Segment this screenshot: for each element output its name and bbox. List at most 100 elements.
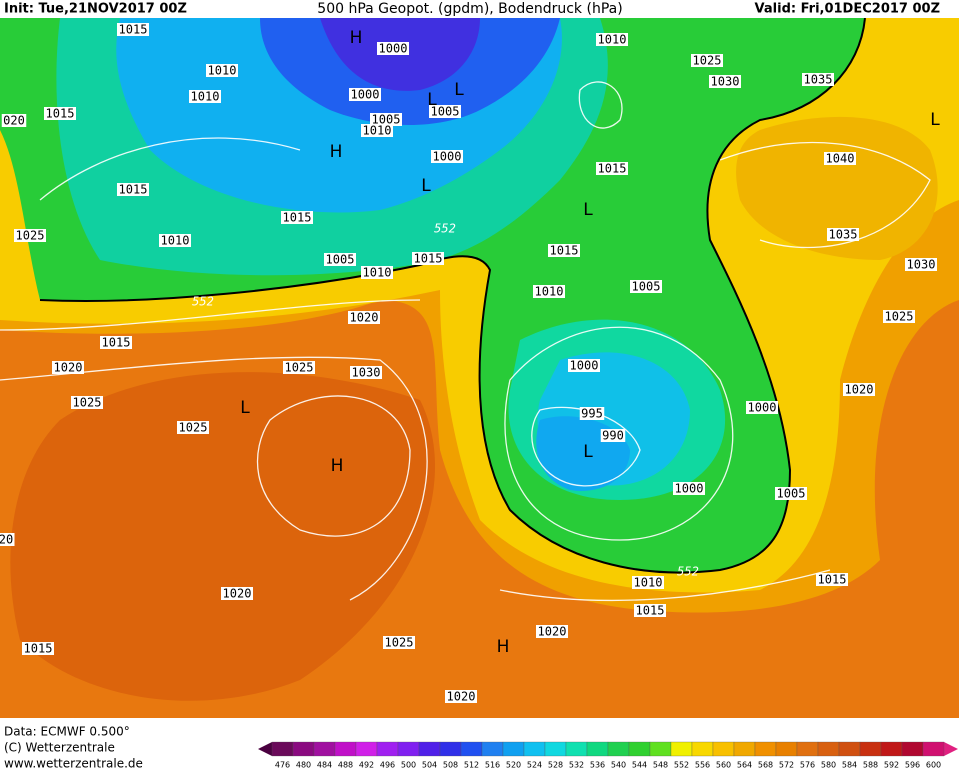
isobar-label-box <box>281 211 313 224</box>
isobar-label-box <box>350 366 382 379</box>
isobar-label: 1000 <box>675 482 704 496</box>
isobar-label: 1030 <box>711 75 740 89</box>
colorbar-box <box>838 741 861 757</box>
valid-time: Valid: Fri,01DEC2017 00Z <box>755 2 940 17</box>
pressure-center: L <box>427 90 437 110</box>
isobar-label-box <box>596 162 628 175</box>
colorbar-label: 564 <box>737 761 752 770</box>
isobar-label-box <box>100 336 132 349</box>
colorbar-box <box>796 741 819 757</box>
isobar-label-box <box>536 625 568 638</box>
colorbar-box <box>313 741 336 757</box>
colorbar-box <box>565 741 588 757</box>
colorbar-box <box>355 741 378 757</box>
colorbar-box <box>859 741 882 757</box>
pressure-center: L <box>930 110 940 130</box>
isobar-label-box <box>22 642 54 655</box>
isobar-label: 1015 <box>283 211 312 225</box>
colorbar-label: 536 <box>590 761 605 770</box>
isobar-label-box <box>412 252 444 265</box>
isobar-label-box <box>905 258 937 271</box>
colorbar-box <box>271 741 294 757</box>
isobar-label-box <box>324 253 356 266</box>
isobar-label: 1005 <box>431 105 460 119</box>
contour-label: 552 <box>434 222 456 236</box>
isobar-label: 1010 <box>363 266 392 280</box>
isobar-label: 1000 <box>351 88 380 102</box>
isobar-label: 1025 <box>179 421 208 435</box>
field <box>0 18 959 718</box>
pressure-center: L <box>454 80 464 100</box>
isobar-label: 1025 <box>885 310 914 324</box>
isobar-label-box <box>361 266 393 279</box>
colorbar-label: 476 <box>275 761 290 770</box>
isobar-label: 1020 <box>538 625 567 639</box>
isobar-label: 1025 <box>73 396 102 410</box>
colorbar-box <box>670 741 693 757</box>
isobar-label-box <box>283 361 315 374</box>
isobar-label-box <box>709 75 741 88</box>
pressure-center: H <box>330 142 343 162</box>
pressure-center: H <box>350 28 363 48</box>
url: www.wetterzentrale.de <box>4 757 143 771</box>
isobar-label: 1035 <box>804 73 833 87</box>
colorbar-box <box>502 741 525 757</box>
isobar-label: 1010 <box>363 124 392 138</box>
isobar-label-box <box>548 244 580 257</box>
isobar-label-box <box>843 383 875 396</box>
colorbar-label: 516 <box>485 761 500 770</box>
colorbar-under <box>258 742 272 756</box>
isobar-label: 1010 <box>634 576 663 590</box>
colorbar-label: 584 <box>842 761 857 770</box>
isobar-label: 1015 <box>119 183 148 197</box>
isobar-label-box <box>568 359 600 372</box>
isobar-label: 1015 <box>818 573 847 587</box>
isobar-label: 1000 <box>748 401 777 415</box>
map-title: 500 hPa Geopot. (gpdm), Bodendruck (hPa) <box>317 1 622 17</box>
pressure-center: H <box>497 637 510 657</box>
isobar-label-box <box>177 421 209 434</box>
isobar-label: 1030 <box>352 366 381 380</box>
isobar-label: 1015 <box>46 107 75 121</box>
colorbar-box <box>376 741 399 757</box>
isobar-label: 1025 <box>693 54 722 68</box>
colorbar-label: 496 <box>380 761 395 770</box>
isobar-label-box <box>630 280 662 293</box>
isobar-label-box <box>579 407 605 420</box>
isobar-label: 1015 <box>24 642 53 656</box>
isobar-label-box <box>206 64 238 77</box>
colorbar-label: 484 <box>317 761 332 770</box>
colorbar-label: 492 <box>359 761 374 770</box>
isobar-label-box <box>600 429 626 442</box>
pressure-center: H <box>331 456 344 476</box>
isobar-label-box <box>533 285 565 298</box>
isobar-label-box <box>189 90 221 103</box>
colorbar-label: 596 <box>905 761 920 770</box>
isobar-label: 1030 <box>907 258 936 272</box>
colorbar-label: 504 <box>422 761 437 770</box>
isobar-label-box <box>691 54 723 67</box>
isobar-label-box <box>634 604 666 617</box>
colorbar-box <box>880 741 903 757</box>
colorbar-label: 508 <box>443 761 458 770</box>
isobar-label: 995 <box>581 407 603 421</box>
isobar-label: 1005 <box>326 253 355 267</box>
colorbar-label: 548 <box>653 761 668 770</box>
isobar-label: 990 <box>602 429 624 443</box>
colorbar-label: 572 <box>779 761 794 770</box>
isobar-label: 1000 <box>379 42 408 56</box>
colorbar-box <box>607 741 630 757</box>
isobar-label: 1000 <box>570 359 599 373</box>
colorbar-box <box>649 741 672 757</box>
colorbar-label: 556 <box>695 761 710 770</box>
isobar-label: 1005 <box>372 113 401 127</box>
isobar-label: 1015 <box>102 336 131 350</box>
colorbar-label: 480 <box>296 761 311 770</box>
colorbar-box <box>901 741 924 757</box>
isobar-label-box <box>117 183 149 196</box>
colorbar-box <box>922 741 945 757</box>
isobar-label: 1025 <box>385 636 414 650</box>
colorbar-label: 540 <box>611 761 626 770</box>
isobar-label: 1020 <box>447 690 476 704</box>
isobar-label-box <box>348 311 380 324</box>
